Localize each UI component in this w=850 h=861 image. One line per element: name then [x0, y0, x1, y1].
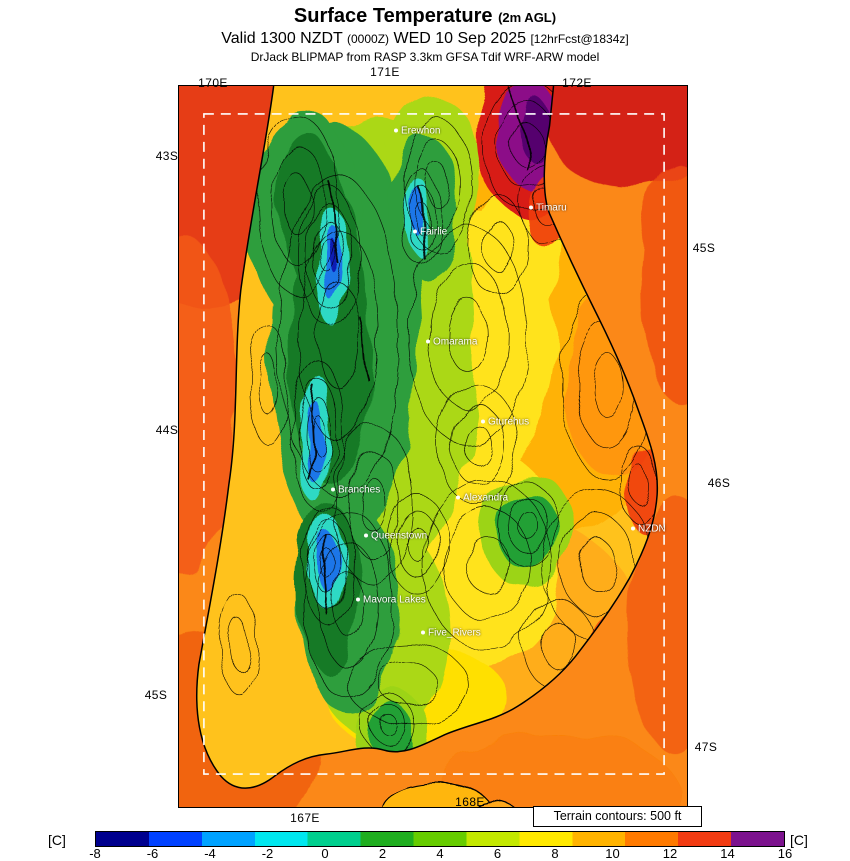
graticule-label: 45S — [692, 241, 716, 255]
station-dot-icon — [529, 205, 533, 210]
colorbar-unit-right: [C] — [790, 832, 808, 848]
graticule-label: 46S — [707, 476, 731, 490]
station-label: NZDN — [631, 524, 666, 535]
graticule-label: 44S — [155, 423, 179, 437]
colorbar-tick: 0 — [321, 846, 329, 861]
station-name: Queenstown — [371, 530, 428, 542]
colorbar-tick: 6 — [493, 846, 502, 861]
station-label: Omarama — [426, 337, 477, 348]
valid-fcst: [12hrFcst@1834z] — [530, 32, 629, 46]
station-label: Timaru — [529, 203, 567, 214]
temperature-colorbar — [95, 831, 785, 847]
station-label: Gturehus — [481, 417, 529, 428]
graticule-label: 172E — [562, 76, 592, 90]
station-label: Queenstown — [364, 531, 427, 542]
station-label: Alexandra — [456, 493, 508, 504]
title-unit: (2m AGL) — [498, 10, 557, 25]
station-name: Alexandra — [463, 492, 509, 504]
coastline — [196, 86, 659, 789]
graticule-label: 168E — [455, 795, 485, 809]
station-label: Mavora Lakes — [356, 595, 426, 606]
station-dot-icon — [426, 339, 430, 344]
colorbar-tick: -4 — [204, 846, 216, 861]
colorbar-ticks: -8 -6 -4 -2 0 2 4 6 8 10 12 14 16 — [89, 846, 792, 861]
valid-prefix: Valid 1300 NZDT — [221, 30, 343, 47]
map-canvas: Erewhon Timaru Fairlie Omarama Gturehus Branc… — [178, 85, 688, 808]
station-dot-icon — [421, 630, 425, 635]
colorbar-block: [C] [C] -8 -6 -4 -2 0 2 4 6 8 10 12 14 16 — [0, 831, 850, 861]
graticule-label: 43S — [155, 149, 179, 163]
title-main: Surface Temperature — [293, 5, 493, 27]
page-title: Surface Temperature (2m AGL) — [0, 3, 850, 29]
graticule-label: 47S — [694, 740, 718, 754]
graticule-label: 45S — [144, 688, 168, 702]
colorbar-tick: -2 — [261, 846, 274, 861]
southern-islets — [377, 779, 515, 807]
colorbar-unit-left: [C] — [48, 832, 66, 848]
station-name: Five_Rivers — [428, 627, 481, 639]
colorbar-tick: -6 — [146, 846, 159, 861]
colorbar-tick: 2 — [378, 846, 387, 861]
land-temperature-blobs — [245, 86, 658, 777]
station-dot-icon — [364, 533, 368, 538]
valid-zulu: (0000Z) — [347, 32, 390, 46]
station-name: Timaru — [536, 202, 567, 214]
graticule-label: 167E — [290, 811, 320, 825]
station-name: Mavora Lakes — [363, 594, 426, 606]
station-dot-icon — [481, 419, 485, 424]
station-dot-icon — [394, 128, 398, 133]
model-line: DrJack BLIPMAP from RASP 3.3km GFSA Tdif… — [250, 49, 600, 64]
station-name: Omarama — [433, 336, 478, 348]
station-name: Fairlie — [420, 226, 448, 238]
station-dot-icon — [456, 495, 460, 500]
valid-line: Valid 1300 NZDT (0000Z) WED 10 Sep 2025 … — [0, 29, 850, 50]
station-label: Fairlie — [413, 227, 447, 238]
colorbar-tick: 8 — [551, 846, 559, 861]
station-name: NZDN — [638, 523, 666, 535]
station-label: Five_Rivers — [421, 628, 481, 639]
station-dot-icon — [631, 526, 635, 531]
inner-domain-dashes — [203, 113, 665, 775]
colorbar-tick: 10 — [605, 846, 620, 861]
station-label: Erewhon — [394, 126, 440, 137]
colorbar-tick: 12 — [662, 846, 678, 861]
station-dot-icon — [331, 487, 335, 492]
title-block: Surface Temperature (2m AGL) Valid 1300 … — [0, 3, 850, 65]
station-dot-icon — [356, 597, 360, 602]
station-name: Branches — [338, 484, 381, 496]
colorbar-tick: -8 — [89, 846, 101, 861]
colorbar-tick: 16 — [777, 846, 793, 861]
station-name: Erewhon — [401, 125, 441, 137]
colorbar-tick: 14 — [720, 846, 735, 861]
station-dot-icon — [413, 229, 417, 234]
terrain-contours-note: Terrain contours: 500 ft — [533, 806, 702, 827]
station-label: Branches — [331, 485, 380, 496]
valid-date: WED 10 Sep 2025 — [393, 30, 527, 47]
station-name: Gturehus — [488, 416, 530, 428]
temperature-map — [179, 86, 687, 807]
terrain-contour-lines — [220, 86, 658, 789]
graticule-label: 171E — [370, 65, 400, 79]
colorbar-tick: 4 — [436, 846, 444, 861]
graticule-label: 170E — [198, 76, 228, 90]
